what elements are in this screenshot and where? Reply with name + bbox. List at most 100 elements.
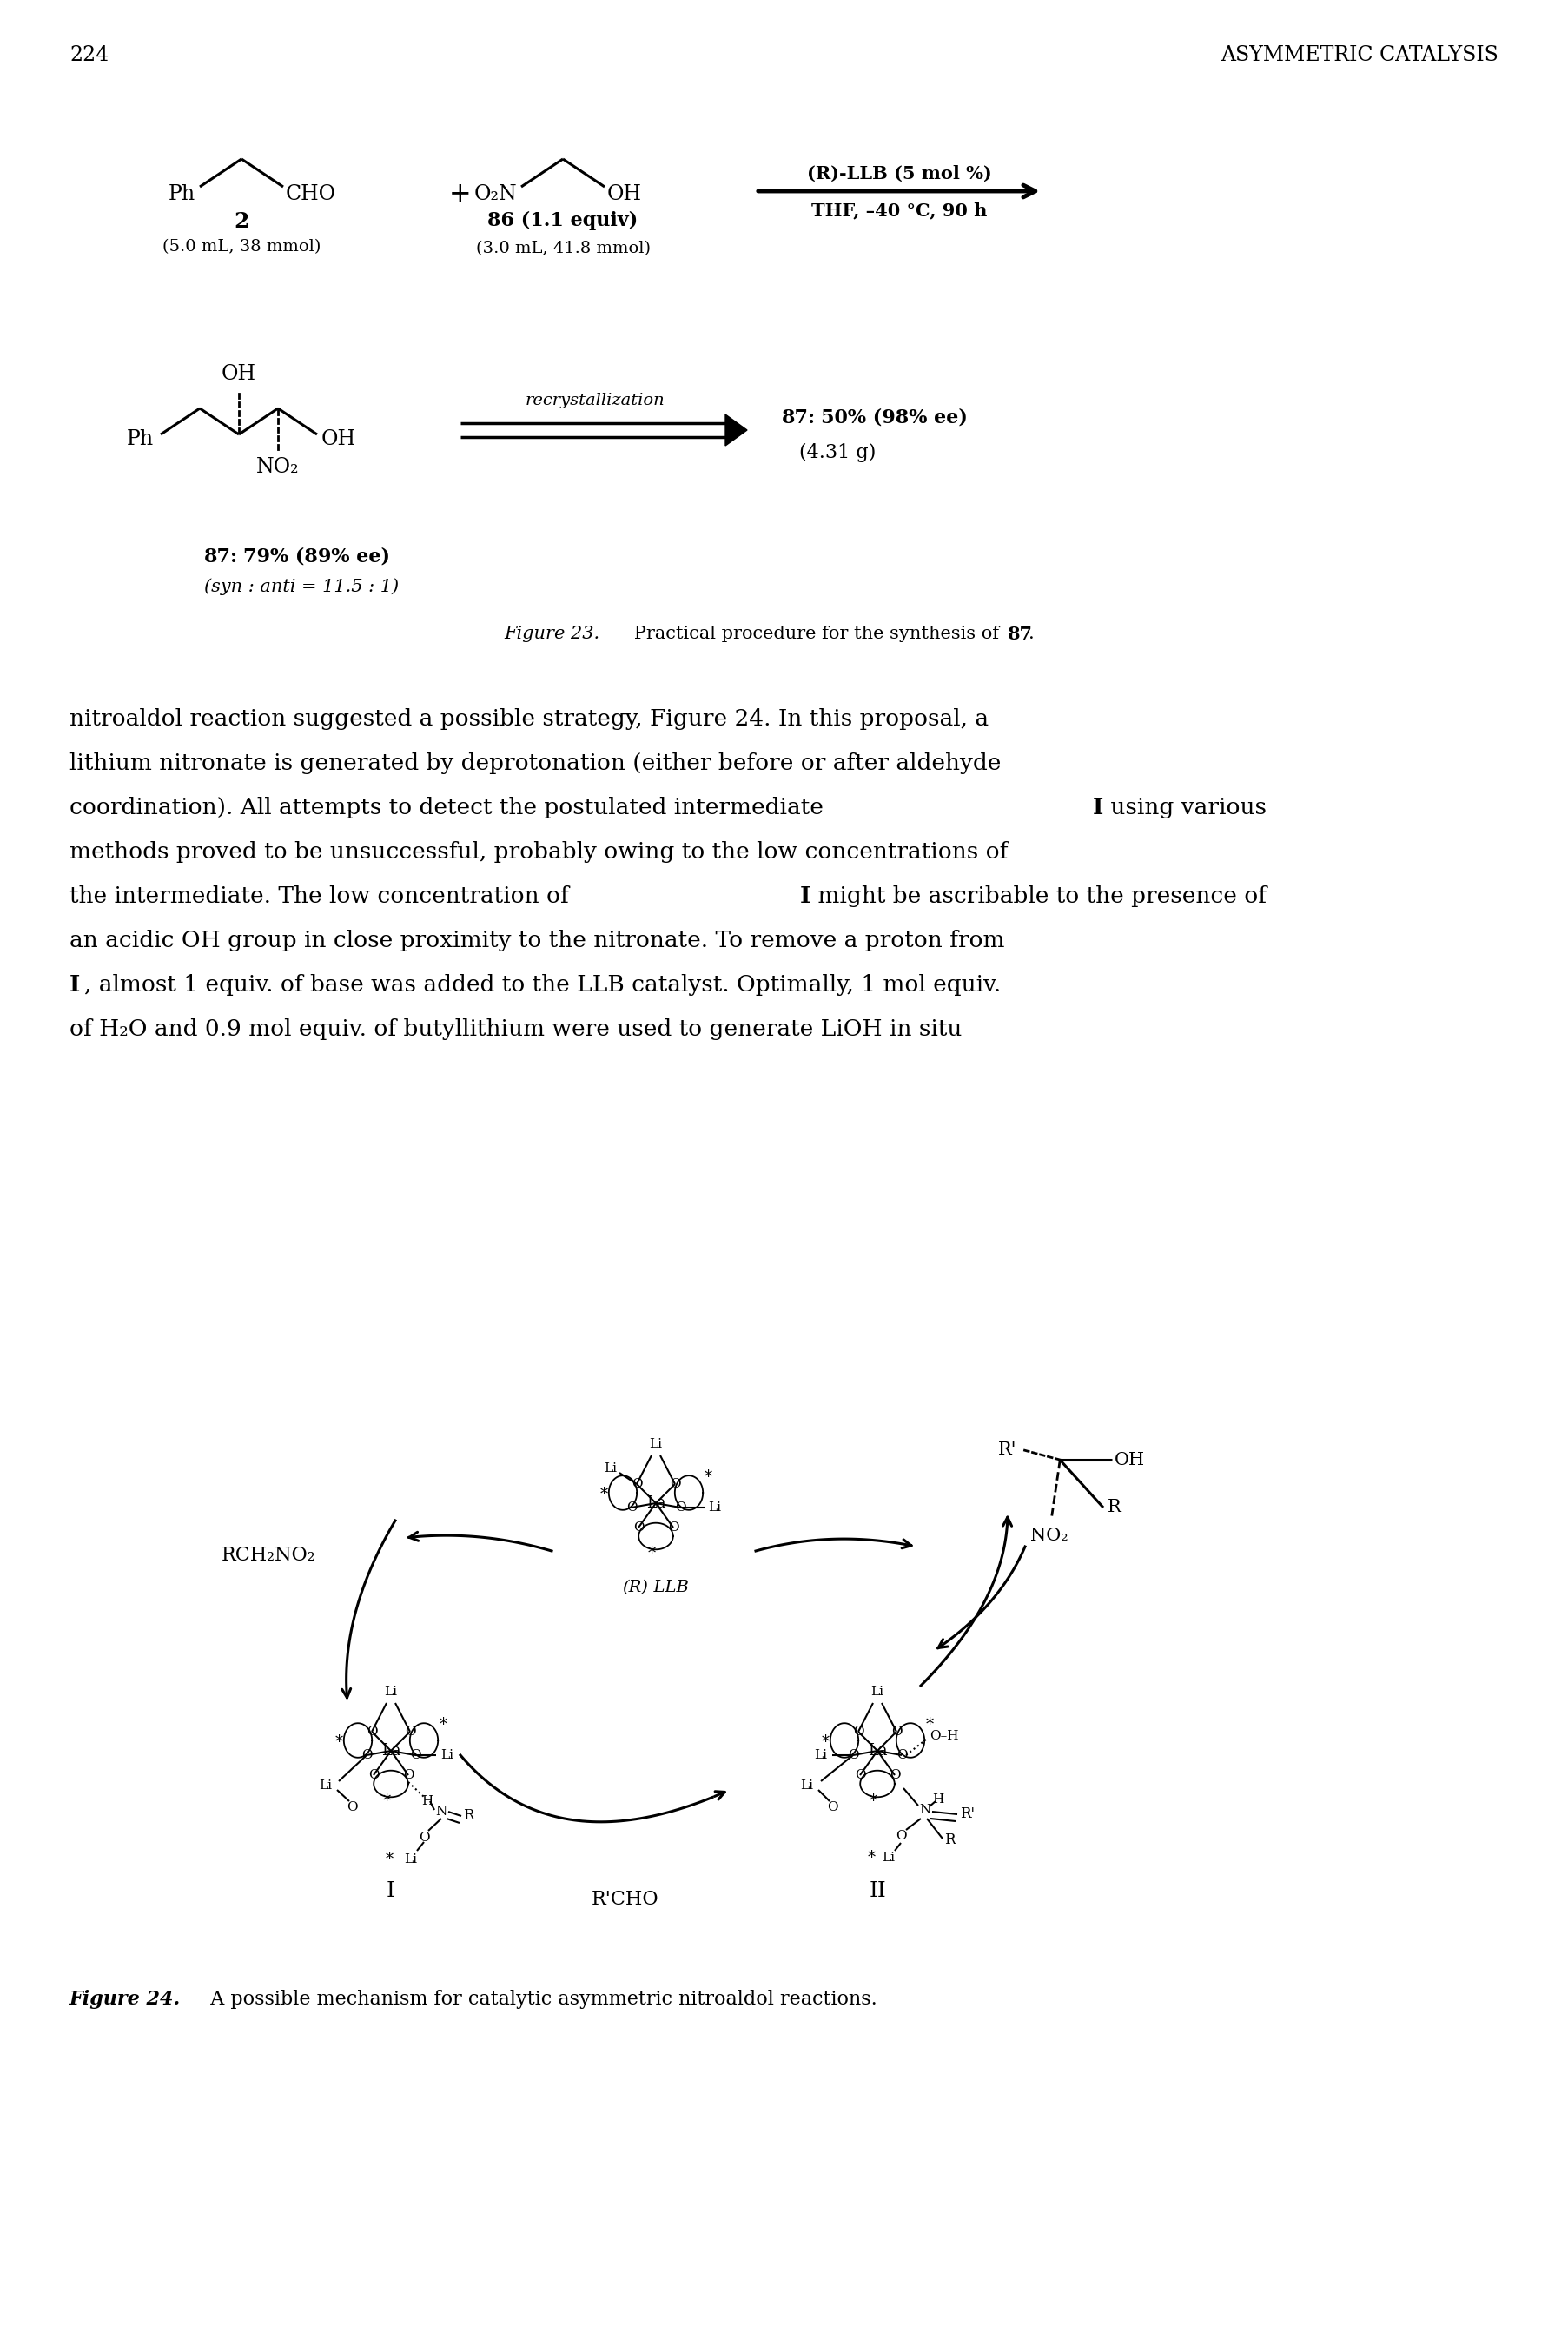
Text: .: . (1029, 626, 1035, 643)
Text: Li: Li (709, 1501, 721, 1513)
Text: *: * (601, 1487, 608, 1501)
Text: R'CHO: R'CHO (591, 1891, 659, 1910)
Text: O: O (368, 1769, 379, 1781)
Text: *: * (704, 1469, 712, 1485)
Text: O: O (361, 1750, 372, 1762)
Text: R: R (463, 1809, 474, 1823)
Text: O: O (633, 1523, 644, 1534)
Text: O: O (891, 1727, 902, 1738)
Text: Li: Li (604, 1462, 618, 1476)
Text: lithium nitronate is generated by deprotonation (either before or after aldehyde: lithium nitronate is generated by deprot… (69, 753, 1000, 774)
Text: O: O (668, 1523, 679, 1534)
Text: coordination). All attempts to detect the postulated intermediate: coordination). All attempts to detect th… (69, 798, 831, 819)
Text: ASYMMETRIC CATALYSIS: ASYMMETRIC CATALYSIS (1220, 45, 1499, 66)
Text: OH: OH (321, 429, 356, 448)
Text: *: * (383, 1792, 390, 1809)
Text: I: I (1093, 798, 1104, 819)
Text: *: * (822, 1734, 829, 1750)
Text: Figure 24.: Figure 24. (69, 1989, 180, 2008)
Text: La: La (381, 1743, 401, 1760)
Text: Figure 23.: Figure 23. (503, 626, 599, 643)
Text: 86 (1.1 equiv): 86 (1.1 equiv) (488, 211, 638, 230)
Text: an acidic OH group in close proximity to the nitronate. To remove a proton from: an acidic OH group in close proximity to… (69, 929, 1005, 952)
Text: *: * (867, 1851, 875, 1865)
Text: R: R (1107, 1499, 1121, 1516)
Text: O: O (409, 1750, 420, 1762)
Text: N: N (436, 1806, 447, 1818)
Text: H: H (933, 1792, 944, 1806)
Text: , almost 1 equiv. of base was added to the LLB catalyst. Optimally, 1 mol equiv.: , almost 1 equiv. of base was added to t… (85, 974, 1000, 995)
Text: O: O (889, 1769, 900, 1781)
Text: (R)-LLB (5 mol %): (R)-LLB (5 mol %) (806, 164, 991, 183)
Text: of H₂O and 0.9 mol equiv. of butyllithium were used to generate LiOH in situ: of H₂O and 0.9 mol equiv. of butyllithiu… (69, 1018, 963, 1039)
Text: O: O (403, 1769, 414, 1781)
Text: Li: Li (814, 1750, 828, 1762)
Text: La: La (646, 1494, 666, 1511)
Text: *: * (869, 1792, 877, 1809)
Text: N: N (919, 1804, 931, 1816)
Text: NO₂: NO₂ (257, 457, 299, 476)
Text: H: H (422, 1795, 433, 1806)
Text: (3.0 mL, 41.8 mmol): (3.0 mL, 41.8 mmol) (475, 242, 651, 256)
Text: O: O (895, 1830, 906, 1842)
Text: (5.0 mL, 38 mmol): (5.0 mL, 38 mmol) (162, 239, 321, 256)
Text: *: * (336, 1734, 343, 1750)
Text: O: O (826, 1802, 837, 1813)
Text: 87: 87 (1008, 626, 1033, 643)
Text: Li: Li (883, 1851, 895, 1863)
Text: 87:: 87: (782, 408, 815, 427)
Text: II: II (869, 1881, 886, 1900)
Text: Ph: Ph (168, 183, 196, 204)
Text: 224: 224 (69, 45, 108, 66)
Text: R': R' (960, 1806, 975, 1820)
Text: O: O (897, 1750, 908, 1762)
Text: using various: using various (1104, 798, 1267, 819)
Text: R': R' (997, 1440, 1016, 1457)
Text: Practical procedure for the synthesis of: Practical procedure for the synthesis of (616, 626, 1005, 643)
Text: nitroaldol reaction suggested a possible strategy, Figure 24. In this proposal, : nitroaldol reaction suggested a possible… (69, 708, 989, 730)
Text: the intermediate. The low concentration of: the intermediate. The low concentration … (69, 884, 575, 908)
Text: 50% (98% ee): 50% (98% ee) (822, 408, 967, 427)
Text: O₂N: O₂N (474, 183, 517, 204)
Text: I: I (800, 884, 811, 908)
Text: O: O (848, 1750, 859, 1762)
Text: R: R (944, 1832, 955, 1849)
Text: might be ascribable to the presence of: might be ascribable to the presence of (811, 884, 1267, 908)
Text: Li: Li (441, 1750, 453, 1762)
Text: OH: OH (607, 183, 641, 204)
Text: O: O (367, 1727, 378, 1738)
Text: +: + (450, 181, 472, 206)
Text: Li: Li (649, 1438, 662, 1450)
Text: A possible mechanism for catalytic asymmetric nitroaldol reactions.: A possible mechanism for catalytic asymm… (198, 1989, 877, 2008)
Text: *: * (648, 1546, 655, 1562)
Text: O: O (853, 1727, 864, 1738)
Text: Li–: Li– (800, 1781, 820, 1792)
Text: NO₂: NO₂ (1030, 1527, 1068, 1544)
Polygon shape (726, 415, 746, 446)
Text: *: * (925, 1717, 933, 1734)
Text: methods proved to be unsuccessful, probably owing to the low concentrations of: methods proved to be unsuccessful, proba… (69, 842, 1008, 863)
Text: RCH₂NO₂: RCH₂NO₂ (221, 1546, 315, 1565)
Text: La: La (867, 1743, 887, 1760)
Text: 87:: 87: (204, 547, 238, 565)
Text: 2: 2 (234, 211, 249, 232)
Text: recrystallization: recrystallization (525, 392, 665, 408)
Text: OH: OH (1115, 1452, 1145, 1469)
Text: O: O (632, 1478, 643, 1490)
Text: O: O (419, 1832, 430, 1844)
Text: (R)-LLB: (R)-LLB (622, 1579, 690, 1595)
Text: O: O (674, 1501, 685, 1513)
Text: *: * (439, 1717, 447, 1734)
Text: O: O (670, 1478, 681, 1490)
Text: Li–: Li– (318, 1781, 339, 1792)
Text: *: * (386, 1851, 394, 1867)
Text: Li: Li (405, 1853, 417, 1865)
Text: OH: OH (221, 364, 256, 385)
Text: Li: Li (870, 1687, 884, 1699)
Text: O–H: O–H (930, 1729, 958, 1743)
Text: I: I (69, 974, 80, 995)
Text: (4.31 g): (4.31 g) (800, 443, 877, 462)
Text: THF, –40 °C, 90 h: THF, –40 °C, 90 h (811, 202, 986, 218)
Text: Li: Li (384, 1687, 397, 1699)
Text: O: O (855, 1769, 866, 1781)
